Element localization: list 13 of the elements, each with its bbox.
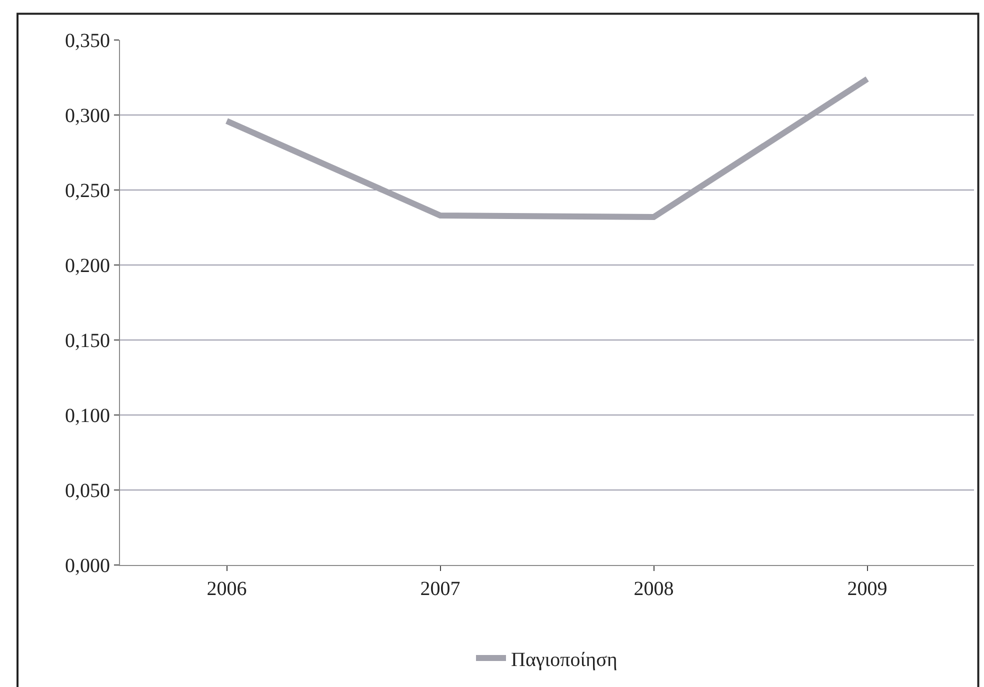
y-tick-label: 0,050 [65,480,110,502]
y-tick-label: 0,250 [65,180,110,202]
x-tick-label: 2006 [206,578,247,600]
y-tick-label: 0,100 [65,405,110,427]
y-tick-label: 0,000 [65,555,110,577]
y-tick-label: 0,150 [65,330,110,352]
y-tick-label: 0,350 [65,30,110,52]
x-tick-label: 2009 [847,578,888,600]
y-tick-label: 0,200 [65,255,110,277]
legend-label: Παγιοποίηση [511,648,618,671]
x-tick-label: 2008 [634,578,674,600]
x-tick-label: 2007 [420,578,460,600]
y-tick-label: 0,300 [65,105,110,127]
